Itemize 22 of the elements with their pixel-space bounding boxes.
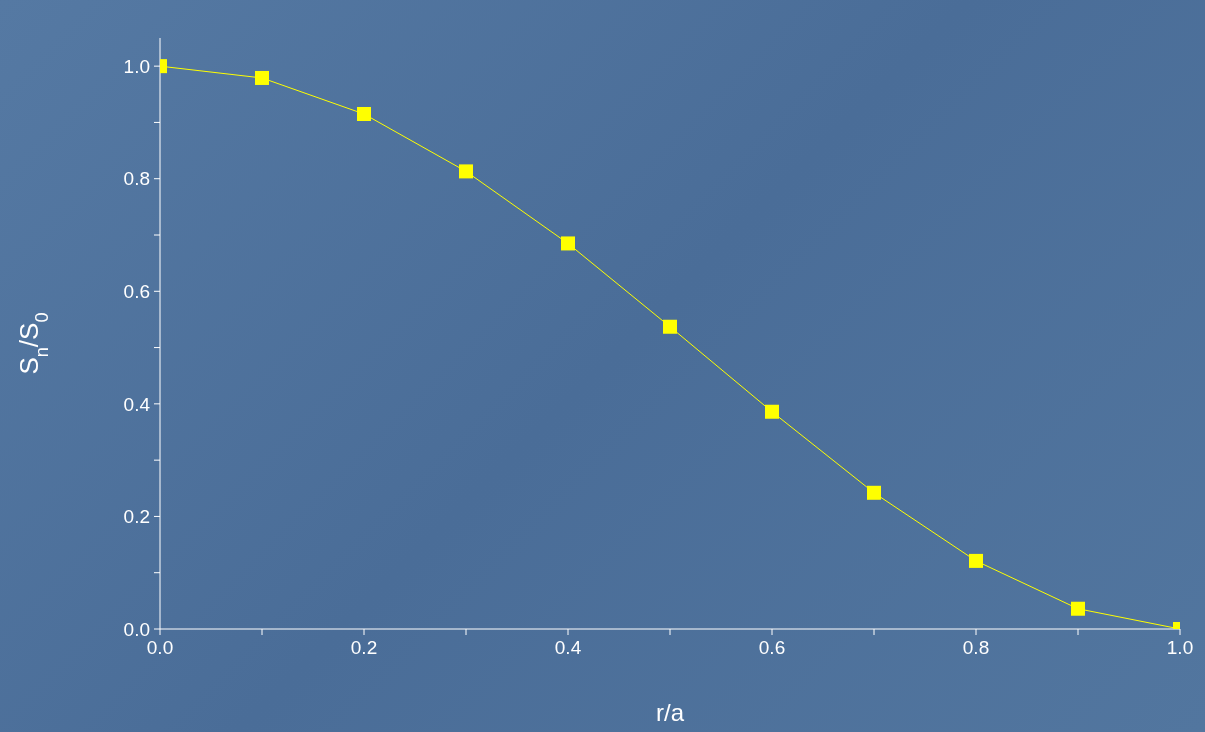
point: [765, 404, 779, 419]
x-tick-label: 1.0: [1166, 637, 1194, 659]
point: [357, 106, 371, 121]
y-tick-label: 0.0: [123, 618, 150, 640]
y-tick-label: 0.2: [123, 506, 150, 528]
y-tick-label: 1.0: [123, 55, 150, 77]
point: [663, 319, 677, 334]
y-tick-label: 0.4: [123, 393, 151, 415]
point: [969, 553, 983, 568]
x-tick-label: 0.2: [350, 637, 378, 659]
y-tick-label: 0.8: [123, 168, 150, 190]
point: [561, 236, 575, 251]
x-tick-label: 0.0: [146, 637, 174, 659]
x-tick-label: 0.8: [962, 637, 990, 659]
point: [459, 164, 473, 179]
point: [867, 485, 881, 500]
y-tick-label: 0.6: [123, 281, 150, 303]
x-tick-label: 0.6: [758, 637, 786, 659]
x-tick-label: 0.4: [554, 637, 582, 659]
point: [1071, 601, 1085, 616]
point: [255, 70, 269, 85]
x-axis-title: r/a: [655, 699, 685, 726]
